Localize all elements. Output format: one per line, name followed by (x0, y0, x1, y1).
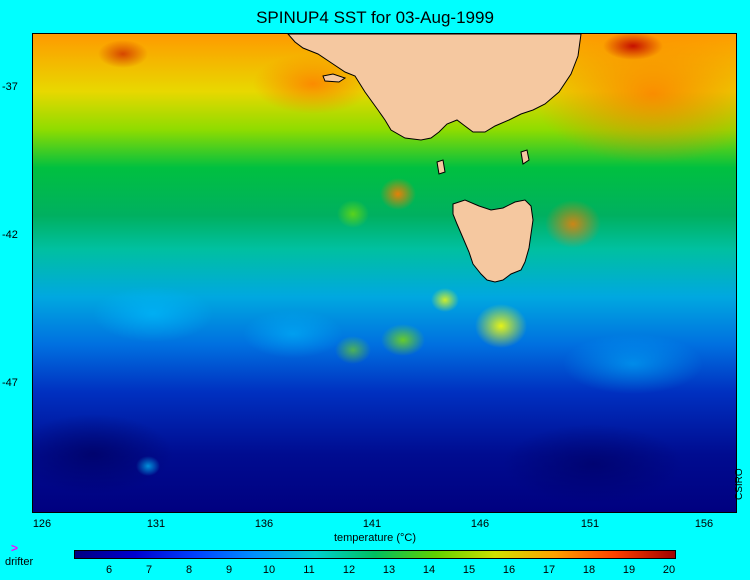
yellow-eddy-small (431, 288, 459, 312)
hot-eddy-northeast (603, 34, 663, 60)
colorbar-tick-10: 10 (262, 564, 276, 576)
warm-eddy-tasman (545, 200, 601, 248)
colorbar-tick-6: 6 (105, 564, 113, 576)
map-title: SPINUP4 SST for 03-Aug-1999 (256, 8, 494, 27)
flinders-island (520, 149, 530, 165)
lon-label-141: 141 (362, 518, 382, 530)
warm-eddy-bass (380, 178, 416, 210)
sst-map-svg (33, 34, 736, 512)
colorbar-tick-17: 17 (542, 564, 556, 576)
lat-label-37: -37 (2, 81, 18, 93)
cyan-swirl-east (563, 334, 703, 394)
lon-label-131: 131 (146, 518, 166, 530)
green-eddy-1 (381, 324, 425, 356)
green-eddy-3 (337, 200, 369, 228)
colorbar-tick-8: 8 (185, 564, 193, 576)
yellow-eddy-south-tasmania (475, 304, 527, 348)
lon-label-126: 126 (32, 518, 52, 530)
colorbar-tick-9: 9 (225, 564, 233, 576)
lat-label-47: -47 (2, 377, 18, 389)
tasmania (452, 199, 534, 283)
colorbar-tick-15: 15 (462, 564, 476, 576)
lat-label-42: -42 (2, 229, 18, 241)
green-eddy-2 (335, 336, 371, 364)
king-island (436, 159, 446, 175)
drifter-legend-label: drifter (5, 556, 34, 568)
cold-pool-west (33, 414, 173, 494)
hot-eddy-northwest (98, 40, 148, 68)
colorbar-tick-11: 11 (303, 564, 315, 576)
csiro-credit: CSIRO (734, 468, 745, 500)
lon-label-151: 151 (580, 518, 600, 530)
cyan-swirl-west (93, 286, 213, 342)
australia-mainland (287, 34, 582, 141)
colorbar-gradient (75, 551, 675, 558)
colorbar-tick-19: 19 (622, 564, 636, 576)
lon-label-156: 156 (694, 518, 714, 530)
warm-eddy-east (533, 34, 736, 164)
colorbar-tick-18: 18 (582, 564, 596, 576)
lon-label-146: 146 (470, 518, 490, 530)
colorbar-tick-14: 14 (422, 564, 436, 576)
colorbar-tick-13: 13 (382, 564, 396, 576)
colorbar-title: temperature (°C) (333, 532, 417, 544)
colorbar-tick-16: 16 (502, 564, 516, 576)
kangaroo-island (322, 73, 347, 83)
colorbar-tick-7: 7 (145, 564, 153, 576)
colorbar-tick-20: 20 (662, 564, 676, 576)
cold-pool-east (503, 424, 683, 504)
colorbar (74, 550, 676, 559)
cyan-swirl-mid (243, 310, 343, 358)
sst-map[interactable] (32, 33, 737, 513)
lon-label-136: 136 (254, 518, 274, 530)
colorbar-tick-12: 12 (342, 564, 356, 576)
drifter-marker-icon: > (11, 541, 19, 555)
